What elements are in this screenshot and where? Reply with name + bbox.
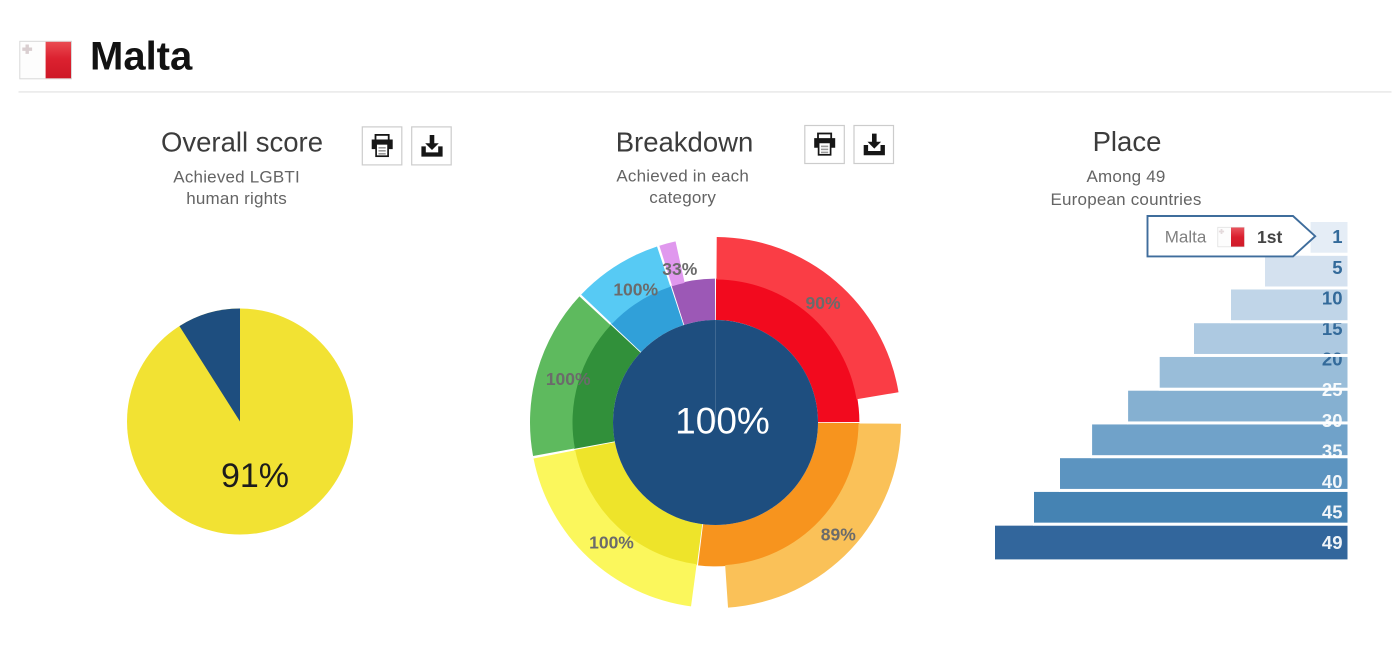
svg-text:1st: 1st <box>1257 227 1282 247</box>
svg-text:10: 10 <box>1322 287 1343 308</box>
svg-text:40: 40 <box>1322 471 1343 492</box>
svg-text:Place: Place <box>1093 126 1162 157</box>
svg-text:European countries: European countries <box>1050 190 1201 209</box>
svg-text:100%: 100% <box>589 533 634 553</box>
svg-text:category: category <box>649 188 716 207</box>
svg-text:Breakdown: Breakdown <box>616 126 754 157</box>
svg-text:35: 35 <box>1322 440 1343 461</box>
svg-text:Achieved LGBTI: Achieved LGBTI <box>173 168 300 187</box>
svg-text:45: 45 <box>1322 502 1343 523</box>
svg-text:Malta: Malta <box>1165 228 1207 247</box>
svg-text:Achieved in each: Achieved in each <box>616 167 749 186</box>
svg-text:91%: 91% <box>221 457 289 495</box>
svg-text:100%: 100% <box>675 401 770 442</box>
svg-text:15: 15 <box>1322 318 1343 339</box>
svg-text:Malta: Malta <box>90 34 193 78</box>
svg-text:30: 30 <box>1322 410 1343 431</box>
svg-text:100%: 100% <box>613 279 658 299</box>
svg-text:89%: 89% <box>821 525 856 545</box>
svg-text:20: 20 <box>1322 349 1343 370</box>
svg-text:90%: 90% <box>805 293 840 313</box>
svg-text:33%: 33% <box>662 259 697 279</box>
svg-text:5: 5 <box>1332 257 1342 278</box>
svg-text:1: 1 <box>1332 226 1342 247</box>
svg-text:human rights: human rights <box>186 189 287 208</box>
svg-text:49: 49 <box>1322 532 1343 553</box>
svg-text:Overall score: Overall score <box>161 126 323 157</box>
svg-text:100%: 100% <box>546 369 591 389</box>
svg-text:Among 49: Among 49 <box>1086 167 1165 186</box>
